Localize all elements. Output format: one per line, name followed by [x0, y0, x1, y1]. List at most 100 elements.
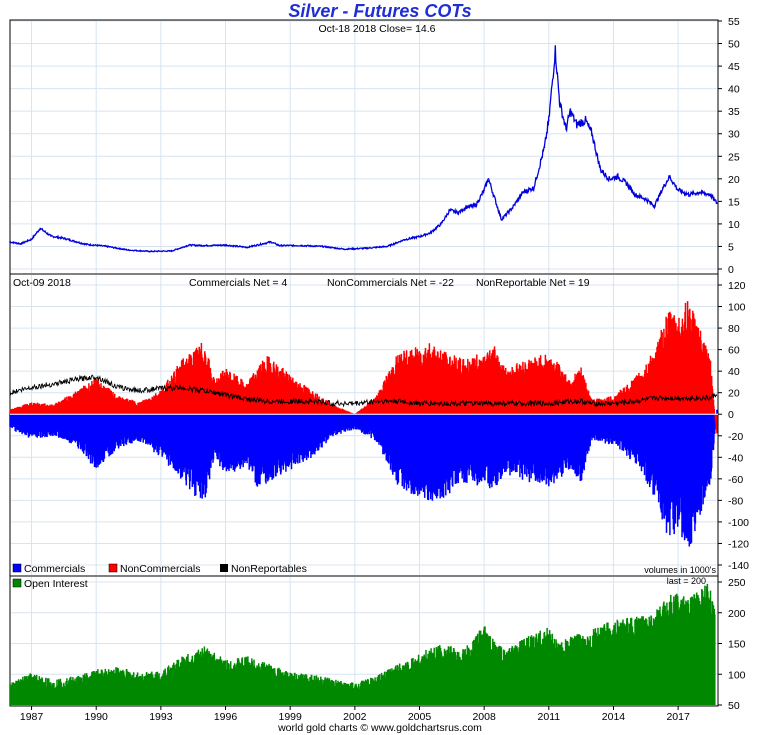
price-point — [487, 178, 490, 180]
price-point — [634, 193, 636, 196]
price-point — [500, 218, 503, 221]
y-tick-label: 60 — [728, 345, 740, 357]
price-point — [127, 249, 130, 251]
y-tick-label: 40 — [728, 84, 740, 96]
open-interest-area — [9, 583, 716, 705]
x-tick-label: 2005 — [408, 711, 432, 723]
nonreportables-line — [9, 374, 718, 408]
x-tick-label: 1993 — [149, 711, 173, 723]
price-point — [599, 169, 602, 171]
y-tick-label: 35 — [728, 106, 740, 118]
y-tick-label: 50 — [728, 39, 740, 51]
price-point — [548, 119, 550, 121]
price-point — [511, 207, 513, 209]
price-point — [269, 241, 272, 243]
legend-noncommercials: NonCommercials — [120, 563, 201, 575]
y-tick-label: 10 — [728, 219, 740, 231]
y-tick-label: 80 — [728, 323, 740, 335]
y-tick-label: 150 — [728, 639, 746, 651]
price-point — [591, 132, 593, 135]
price-point — [39, 227, 41, 230]
y-tick-label: 0 — [728, 264, 734, 276]
axis-labels: 1987 1990 1993 1996 1999 2002 2005 2008 2011 2014… — [20, 16, 749, 723]
legend-swatch-nonreportables — [220, 564, 228, 572]
x-tick-label: 2008 — [472, 711, 496, 723]
x-tick-label: 1987 — [20, 711, 44, 723]
legend-swatch-noncommercials — [108, 563, 118, 573]
nonreportables-net: NonReportable Net = 19 — [476, 277, 590, 289]
y-tick-label: -120 — [728, 538, 749, 550]
price-point — [321, 245, 324, 248]
price-point — [688, 193, 690, 196]
y-tick-label: 200 — [728, 608, 746, 620]
y-tick-label: -80 — [728, 495, 743, 507]
price-point — [429, 232, 432, 234]
y-tick-label: 120 — [728, 280, 746, 292]
price-point — [170, 250, 173, 252]
cot-areas — [9, 301, 718, 547]
y-tick-label: 100 — [728, 302, 746, 314]
y-tick-label: 45 — [728, 61, 740, 73]
price-point — [278, 244, 281, 247]
price-point — [662, 187, 664, 189]
legend-swatch-commercials — [12, 563, 22, 573]
y-tick-label: -60 — [728, 474, 743, 486]
price-point — [224, 244, 227, 246]
x-tick-label: 2011 — [538, 711, 561, 723]
price-point — [543, 146, 546, 149]
price-point — [466, 205, 468, 208]
price-point — [149, 250, 151, 253]
y-tick-label: 30 — [728, 129, 740, 141]
price-point — [522, 191, 524, 194]
price-line-group — [9, 45, 718, 253]
x-tick-label: 1996 — [214, 711, 238, 723]
price-point — [457, 211, 460, 214]
price-point — [625, 182, 628, 185]
price-point — [569, 110, 572, 112]
price-point — [474, 205, 477, 207]
price-point — [677, 189, 679, 191]
noncommercials-area — [9, 301, 718, 434]
price-point — [364, 247, 367, 250]
price-line — [9, 45, 718, 253]
y-tick-label: 40 — [728, 366, 740, 378]
y-tick-label: 55 — [728, 16, 740, 28]
price-point — [483, 189, 485, 191]
price-point — [532, 187, 535, 189]
y-tick-label: -140 — [728, 560, 749, 572]
price-point — [565, 128, 567, 131]
price-point — [716, 202, 718, 204]
price-point — [203, 244, 205, 247]
legend-commercials: Commercials — [24, 563, 85, 575]
price-point — [608, 178, 610, 180]
x-tick-label: 2002 — [343, 711, 367, 723]
legend-swatch-open-interest — [12, 578, 22, 588]
footer-credit: world gold charts © www.goldchartsrus.co… — [277, 722, 482, 734]
y-tick-label: -100 — [728, 517, 749, 529]
commercials-area — [9, 409, 718, 547]
price-point — [30, 238, 33, 241]
price-point — [84, 243, 87, 245]
price-point — [188, 244, 190, 246]
gridlines — [11, 20, 717, 706]
price-point — [19, 242, 22, 245]
price-point — [558, 101, 561, 103]
cot-date: Oct-09 2018 — [13, 277, 71, 289]
y-tick-label: 15 — [728, 196, 740, 208]
y-tick-label: 25 — [728, 151, 740, 163]
oi-panel-frame — [9, 575, 719, 707]
price-point — [668, 175, 671, 178]
legend-open-interest: Open Interest — [24, 578, 88, 590]
y-tick-label: 100 — [728, 669, 746, 681]
x-tick-label: 2014 — [602, 711, 626, 723]
price-point — [300, 244, 302, 247]
commercials-net: Commercials Net = 4 — [189, 277, 287, 289]
y-tick-label: 5 — [728, 241, 734, 253]
price-point — [644, 198, 647, 200]
price-point — [709, 193, 712, 196]
y-tick-label: 50 — [728, 700, 740, 712]
y-tick-label: 20 — [728, 388, 740, 400]
price-subtitle: Oct-18 2018 Close= 14.6 — [318, 23, 435, 35]
oi-last: last = 200 — [667, 576, 706, 586]
x-tick-label: 1990 — [85, 711, 109, 723]
